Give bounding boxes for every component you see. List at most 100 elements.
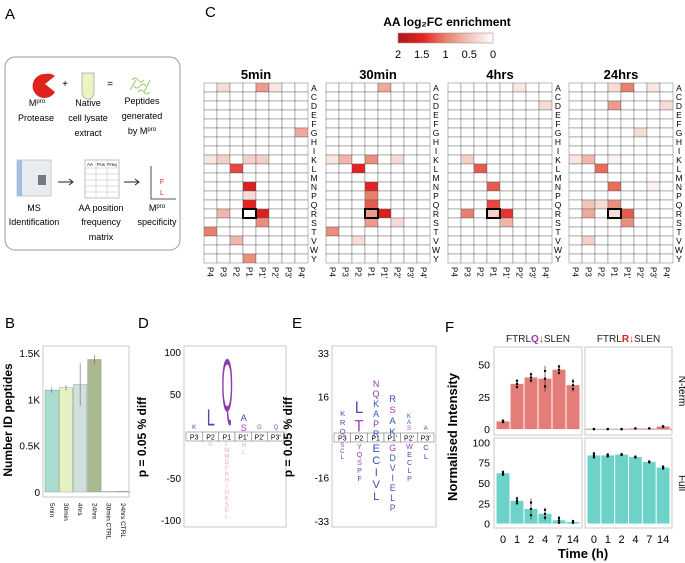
heatmap-cell [325,136,340,147]
heatmap-cell [460,82,475,93]
heatmap-cell [620,91,635,102]
heatmap-cell [338,244,353,255]
heatmap-cell [338,100,353,111]
heatmap-cell [377,127,392,138]
heatmap-cell [594,190,609,201]
heatmap-cell [499,217,514,228]
heatmap-cell [229,235,244,246]
heatmap-cell [338,217,353,228]
heatmap-cell [620,235,635,246]
heatmap-cell [633,136,648,147]
heatmap-cell [473,181,488,192]
heatmap-cell [538,91,553,102]
row-label: S [433,218,439,228]
heatmap-cell [255,127,270,138]
row-label: F [433,119,438,129]
row-label: P [676,191,682,201]
heatmap-cell [447,91,462,102]
y-tick-label: 25 [478,392,490,404]
heatmap-cell [568,208,583,219]
heatmap-cell [216,172,231,183]
heatmap-cell [351,172,366,183]
heatmap-cell [403,226,418,237]
heatmap-cell [538,109,553,120]
row-label: V [311,236,317,246]
heatmap-cell [633,181,648,192]
heatmap-cell [338,163,353,174]
heatmap-cell [659,226,674,237]
heatmap-cell [364,91,379,102]
heatmap-cell [390,145,405,156]
heatmap-cell [512,163,527,174]
heatmap-cell [659,208,674,219]
heatmap-cell [203,244,218,255]
heatmap-cell [659,190,674,201]
bar [44,389,59,493]
heatmap-cell [416,127,431,138]
row-label: M [432,173,439,183]
heatmap-cell [512,208,527,219]
facet-title: FTRLR↓SLEN [597,334,660,345]
heatmap-cell [203,199,218,210]
heatmap-cell [294,136,309,147]
highlight-box [486,208,501,219]
heatmap-cell [281,145,296,156]
data-point [543,512,547,516]
heatmap-cell [512,145,527,156]
heatmap-cell [416,136,431,147]
column-label: P2 [597,267,606,277]
heatmap-cell [203,145,218,156]
heatmap-cell [512,181,527,192]
sequence-logo-d: 100 50 -50 -100 p = 0.05 % diff P3 P2 P1 P1' P2' P… [135,345,287,528]
heatmap-cell [499,127,514,138]
heatmap-cell [568,82,583,93]
heatmap-cell [594,154,609,165]
heatmap-cell [403,118,418,129]
heatmap-cell [486,145,501,156]
heatmap-cell [525,118,540,129]
heatmap-cell [512,109,527,120]
heatmap-cell [351,154,366,165]
row-label: P [555,191,561,201]
heatmap-cell [620,172,635,183]
specificity-chart-icon: F L [150,166,176,200]
heatmap-cell [620,118,635,129]
heatmap-cell [473,100,488,111]
heatmap-cell [416,190,431,201]
row-label: C [676,92,682,102]
heatmap-cell [281,163,296,174]
heatmap-cell [607,154,622,165]
data-point [606,453,609,456]
heatmap-cell [460,244,475,255]
heatmap-cell [581,163,596,174]
heatmap-cell [659,118,674,129]
heatmap-cell [203,226,218,237]
heatmap-cell [416,154,431,165]
heatmap-cell [294,154,309,165]
bar [615,454,628,524]
heatmap-cell [499,91,514,102]
heatmap-cell [294,127,309,138]
bar [510,500,524,524]
heatmap-cell [390,235,405,246]
heatmap-cell [620,244,635,255]
facet-row-label: Full [676,475,685,491]
position-label: P2' [404,436,414,443]
heatmap-cell [473,235,488,246]
heatmap-cell [268,127,283,138]
spec-letter: L [160,190,164,197]
column-label: P3' [528,267,537,279]
bar [566,385,580,430]
highlight-box [242,208,257,219]
heatmap-cell [594,253,609,264]
heatmap-cell [203,127,218,138]
x-tick-label: 7 [556,534,562,546]
column-label: P1' [623,267,632,279]
heatmap-cell [525,91,540,102]
heatmap-cell [403,199,418,210]
row-label: P [433,191,439,201]
heatmap-cell [242,163,257,174]
heatmap-cell [351,118,366,129]
position-label: P3' [271,435,281,442]
